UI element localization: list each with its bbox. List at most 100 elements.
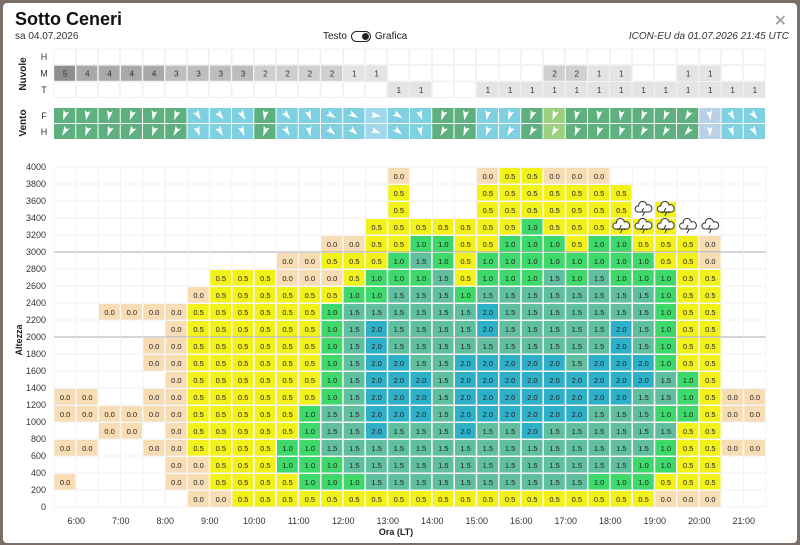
cloud-cell: [454, 48, 476, 65]
heat-cell: [254, 287, 276, 303]
wind-arrow-icon: [618, 110, 625, 121]
heat-cell: [99, 304, 120, 320]
heat-value: 0.0: [705, 240, 715, 249]
lightning-icon: [663, 207, 668, 217]
x-tick-label: 16:00: [510, 516, 533, 526]
heat-cell: [143, 304, 165, 320]
heat-cell: [566, 304, 587, 320]
heat-cell: [321, 372, 343, 388]
heat-value: 1.5: [549, 325, 559, 334]
heat-value: 0.5: [705, 410, 715, 419]
heat-value: 0.5: [549, 495, 559, 504]
heat-cell: [366, 253, 387, 269]
heat-cell: [343, 304, 365, 320]
heat-cell: [254, 406, 276, 422]
heat-value: 0.5: [661, 257, 671, 266]
heat-value: 1.5: [549, 342, 559, 351]
heat-cell: [521, 423, 543, 439]
heat-value: 0.5: [683, 240, 693, 249]
heat-cell: [410, 423, 432, 439]
heat-value: 0.5: [661, 478, 671, 487]
heat-cell: [588, 236, 610, 252]
heat-cell: [566, 389, 587, 405]
heat-cell: [321, 236, 343, 252]
y-tick-label: 800: [31, 434, 46, 444]
heat-value: 0.5: [260, 359, 270, 368]
heat-value: 0.0: [727, 393, 737, 402]
cloud-cell: [654, 65, 677, 82]
cloud-value: 1: [352, 70, 357, 79]
heat-cell: [410, 270, 432, 286]
heat-value: 0.0: [127, 308, 137, 317]
heat-cell: [677, 236, 699, 252]
wind-arrow-icon: [348, 125, 358, 135]
heat-cell: [165, 372, 187, 388]
heat-value: 1.5: [416, 478, 426, 487]
heat-cell: [388, 168, 409, 184]
heat-value: 0.5: [683, 461, 693, 470]
heat-cell: [165, 423, 187, 439]
heat-cell: [655, 474, 676, 490]
close-icon[interactable]: ✕: [773, 13, 787, 30]
heat-cell: [321, 440, 343, 456]
cloud-value: 4: [130, 70, 135, 79]
heat-cell: [388, 185, 409, 201]
wind-arrow-icon: [463, 110, 469, 121]
heat-cell: [521, 372, 543, 388]
heat-cell: [521, 406, 543, 422]
heat-value: 1.5: [327, 444, 337, 453]
y-tick-label: 1000: [26, 417, 46, 427]
heat-value: 0.5: [282, 478, 292, 487]
heat-value: 0.0: [683, 495, 693, 504]
heat-cell: [455, 372, 476, 388]
heat-value: 0.5: [305, 342, 315, 351]
heat-value: 1.5: [616, 308, 626, 317]
heat-value: 0.5: [216, 274, 226, 283]
heat-cell: [188, 287, 209, 303]
view-toggle[interactable]: Testo Grafica: [323, 31, 407, 42]
heat-cell: [277, 270, 298, 286]
heat-value: 1.5: [394, 461, 404, 470]
heat-value: 1.5: [616, 410, 626, 419]
heat-value: 0.5: [282, 376, 292, 385]
heat-value: 0.5: [305, 359, 315, 368]
heat-cell: [610, 287, 632, 303]
cloud-cell: [165, 81, 187, 98]
y-tick-label: 4000: [26, 162, 46, 172]
toggle-graphic-label[interactable]: Grafica: [374, 31, 408, 42]
y-tick-label: 2800: [26, 264, 46, 274]
heat-value: 0.5: [616, 189, 626, 198]
cloud-cell: [498, 48, 521, 65]
heat-value: 0.5: [705, 308, 715, 317]
heat-value: 2.0: [638, 359, 648, 368]
cloud-value: 4: [85, 70, 90, 79]
heat-value: 1.5: [527, 342, 537, 351]
heat-value: 0.5: [527, 206, 537, 215]
heat-value: 1.0: [661, 308, 671, 317]
heat-value: 0.5: [260, 393, 270, 402]
heat-cell: [188, 355, 209, 371]
heat-value: 0.5: [238, 342, 248, 351]
heat-value: 0.0: [104, 308, 114, 317]
heat-cell: [254, 321, 276, 337]
heat-value: 1.5: [349, 410, 359, 419]
wind-arrow-icon: [151, 110, 158, 121]
wind-arrow-icon: [151, 125, 159, 137]
cloud-cell: [365, 48, 387, 65]
heat-value: 0.5: [394, 223, 404, 232]
heat-value: 1.0: [661, 359, 671, 368]
heat-cell: [143, 440, 165, 456]
heat-cell: [277, 423, 298, 439]
wind-arrow-icon: [440, 125, 448, 136]
cloud-cell: [142, 81, 165, 98]
heat-cell: [610, 236, 632, 252]
lightning-icon: [640, 207, 646, 217]
heat-cell: [633, 236, 654, 252]
toggle-switch[interactable]: [350, 31, 371, 42]
wind-arrow-icon: [370, 126, 381, 134]
heat-cell: [410, 372, 432, 388]
x-tick-label: 10:00: [243, 516, 266, 526]
heat-cell: [232, 440, 254, 456]
toggle-text-label[interactable]: Testo: [323, 31, 347, 42]
heat-cell: [744, 389, 765, 405]
